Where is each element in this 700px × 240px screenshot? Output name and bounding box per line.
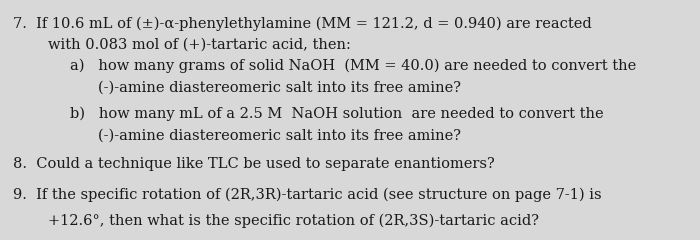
Text: (-)-amine diastereomeric salt into its free amine?: (-)-amine diastereomeric salt into its f… [98, 128, 461, 142]
Text: (-)-amine diastereomeric salt into its free amine?: (-)-amine diastereomeric salt into its f… [98, 80, 461, 94]
Text: 9.  If the specific rotation of (2R,3R)-tartaric acid (see structure on page 7-1: 9. If the specific rotation of (2R,3R)-t… [13, 187, 601, 202]
Text: 7.  If 10.6 mL of (±)-α-phenylethylamine (MM = 121.2, d = 0.940) are reacted: 7. If 10.6 mL of (±)-α-phenylethylamine … [13, 17, 592, 31]
Text: with 0.083 mol of (+)-tartaric acid, then:: with 0.083 mol of (+)-tartaric acid, the… [48, 37, 351, 51]
Text: a)   how many grams of solid NaOH  (MM = 40.0) are needed to convert the: a) how many grams of solid NaOH (MM = 40… [70, 59, 636, 73]
Text: b)   how many mL of a 2.5 M  NaOH solution  are needed to convert the: b) how many mL of a 2.5 M NaOH solution … [70, 107, 603, 121]
Text: 8.  Could a technique like TLC be used to separate enantiomers?: 8. Could a technique like TLC be used to… [13, 157, 494, 171]
Text: +12.6°, then what is the specific rotation of (2R,3S)-tartaric acid?: +12.6°, then what is the specific rotati… [48, 214, 538, 228]
